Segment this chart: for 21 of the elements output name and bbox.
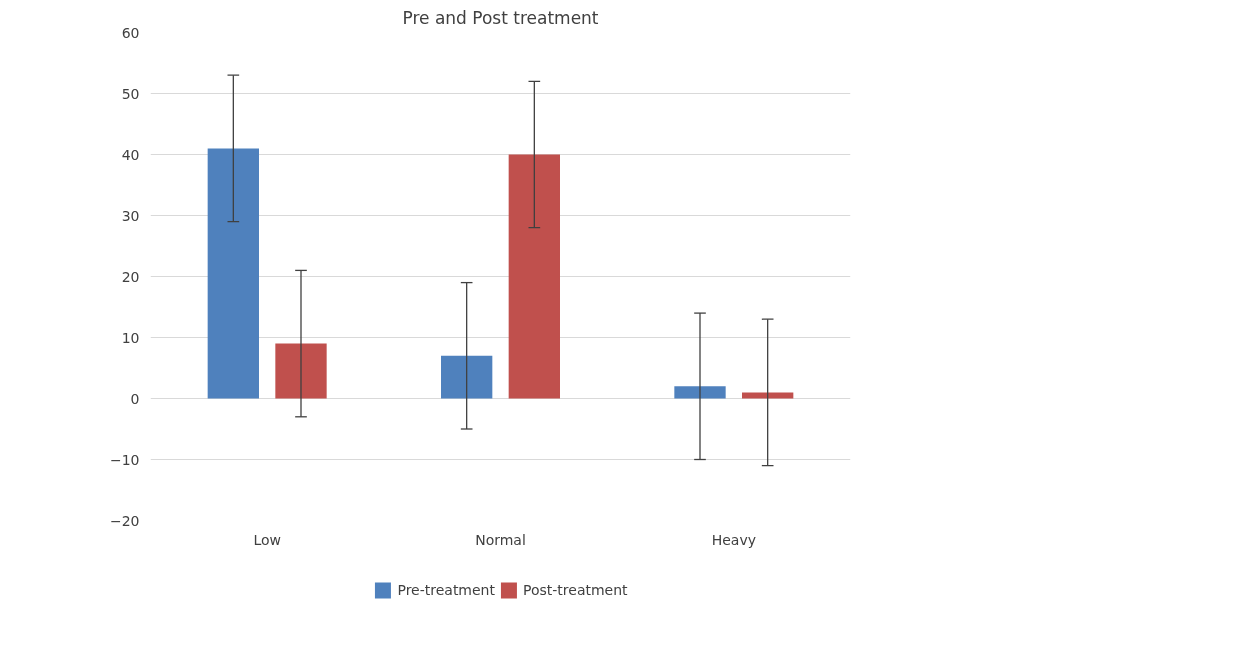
bar <box>275 343 327 399</box>
x-tick-label: Normal <box>475 531 526 548</box>
legend-label: Post-treatment <box>522 582 628 598</box>
legend-label: Pre-treatment <box>397 582 495 598</box>
y-tick-label: 30 <box>121 207 140 224</box>
chart-title: Pre and Post treatment <box>402 7 599 28</box>
y-tick-label: −20 <box>109 512 140 529</box>
y-tick-label: 40 <box>121 146 140 163</box>
bar <box>508 154 560 399</box>
bar <box>674 386 726 399</box>
bar <box>441 355 493 399</box>
y-tick-label: 20 <box>121 268 140 285</box>
y-tick-label: 60 <box>121 24 140 41</box>
y-tick-label: 10 <box>121 329 140 346</box>
x-tick-label: Heavy <box>711 531 756 548</box>
bar <box>742 392 794 399</box>
bar <box>207 148 259 399</box>
y-tick-label: 0 <box>130 390 140 407</box>
x-tick-label: Low <box>253 531 281 548</box>
y-tick-label: 50 <box>121 85 140 102</box>
y-tick-label: −10 <box>109 451 140 468</box>
